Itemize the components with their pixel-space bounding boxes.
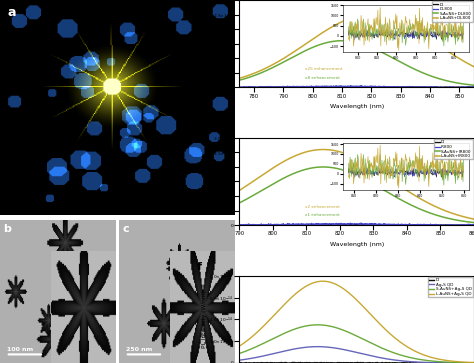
Text: 100 nm: 100 nm bbox=[7, 347, 33, 351]
Text: x1 enhancement: x1 enhancement bbox=[305, 213, 340, 217]
Text: b: b bbox=[3, 224, 11, 234]
Text: e: e bbox=[197, 125, 205, 134]
X-axis label: Wavelength (nm): Wavelength (nm) bbox=[329, 104, 384, 109]
X-axis label: Wavelength (nm): Wavelength (nm) bbox=[329, 242, 384, 247]
Y-axis label: PL Intensity (W/nm): PL Intensity (W/nm) bbox=[202, 290, 207, 348]
Text: x8 enhancement: x8 enhancement bbox=[305, 76, 340, 79]
Y-axis label: PL Intensity (counts/s): PL Intensity (counts/s) bbox=[207, 149, 212, 214]
Legend: DI, Ag₂S QD, S-AuNS+Ag₂S QD, L-AuNS+Ag₂S QD: DI, Ag₂S QD, S-AuNS+Ag₂S QD, L-AuNS+Ag₂S… bbox=[428, 277, 473, 297]
Text: c: c bbox=[122, 224, 129, 234]
Text: 250 nm: 250 nm bbox=[126, 347, 152, 351]
Text: f: f bbox=[197, 262, 202, 272]
Legend: DI, DL800, S-AuNS+DL800, L-AuNS+DL800: DI, DL800, S-AuNS+DL800, L-AuNS+DL800 bbox=[432, 1, 473, 22]
Legend: DI, IR800, S-AuNS+IR800, L-AuNS+IR800: DI, IR800, S-AuNS+IR800, L-AuNS+IR800 bbox=[434, 139, 473, 159]
Text: x2 enhancement: x2 enhancement bbox=[305, 205, 340, 209]
Text: x25 enhancement: x25 enhancement bbox=[305, 67, 343, 71]
Y-axis label: PL Intensity (counts/s): PL Intensity (counts/s) bbox=[207, 11, 212, 76]
Text: a: a bbox=[7, 7, 16, 20]
